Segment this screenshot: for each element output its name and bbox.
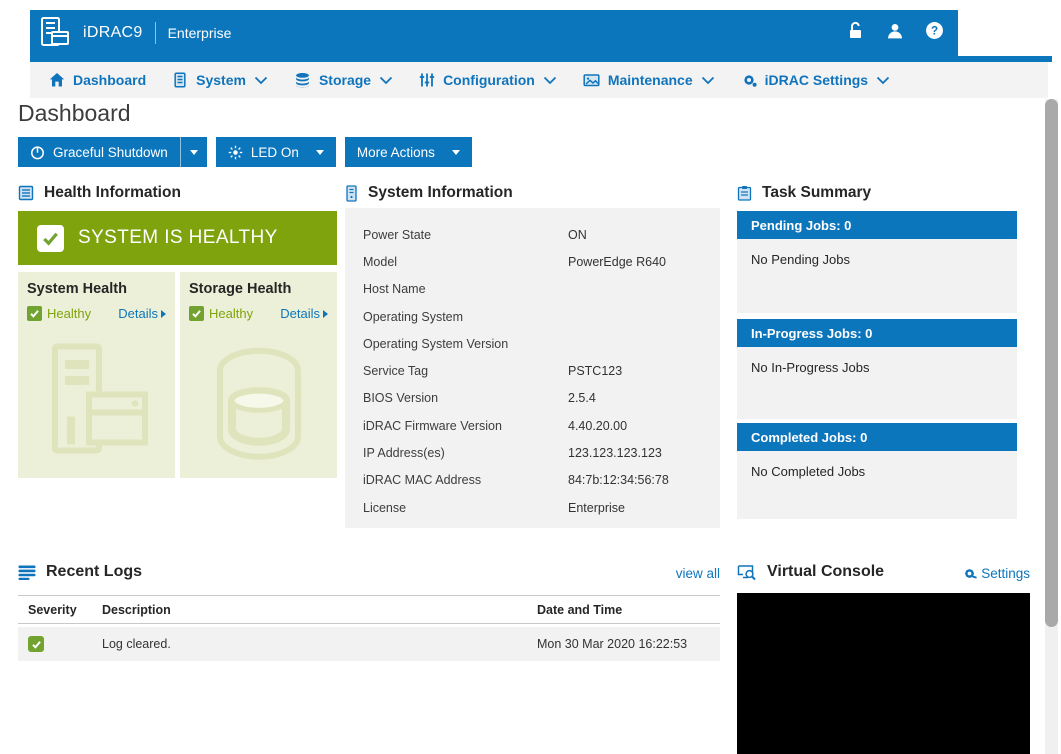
- info-row: Operating System: [363, 309, 464, 324]
- ok-severity-icon: [28, 636, 44, 652]
- gear-icon: [743, 75, 757, 87]
- svg-text:?: ?: [931, 25, 938, 38]
- log-datetime: Mon 30 Mar 2020 16:22:53: [537, 637, 688, 651]
- info-row: Model PowerEdge R640: [363, 254, 666, 269]
- user-icon[interactable]: [886, 22, 904, 45]
- page-title: Dashboard: [18, 100, 131, 126]
- banner-text: SYSTEM IS HEALTHY: [78, 227, 278, 248]
- system-information-panel: Power State ON Model PowerEdge R640 Host…: [345, 208, 720, 528]
- recent-logs-header: Recent Logs: [18, 563, 142, 581]
- arrow-right-icon: [161, 309, 166, 318]
- info-row: iDRAC Firmware Version 4.40.20.00: [363, 418, 628, 433]
- healthy-check-icon: [37, 224, 64, 252]
- chevron-down-icon: [876, 76, 890, 84]
- card-title: System Health: [27, 281, 127, 297]
- completed-jobs-body: No Completed Jobs: [737, 451, 1017, 519]
- in-progress-jobs-body: No In-Progress Jobs: [737, 347, 1017, 419]
- caret-down-icon: [315, 149, 324, 155]
- health-status: Healthy: [47, 306, 92, 321]
- nav-item-configuration[interactable]: Configuration: [406, 72, 570, 88]
- info-row: iDRAC MAC Address 84:7b:12:34:56:78: [363, 473, 669, 488]
- image-icon: [583, 74, 600, 87]
- system-healthy-banner: SYSTEM IS HEALTHY: [18, 211, 337, 265]
- storage-drum-watermark-icon: [200, 343, 318, 470]
- virtual-console-screen[interactable]: [737, 593, 1030, 754]
- server-icon: [174, 72, 186, 88]
- pending-jobs-body: No Pending Jobs: [737, 239, 1017, 313]
- sliders-icon: [419, 73, 435, 87]
- product-name: iDRAC9: [83, 24, 143, 41]
- virtual-console-icon: [737, 564, 756, 580]
- view-all-link[interactable]: view all: [675, 566, 720, 581]
- log-table-row[interactable]: Log cleared. Mon 30 Mar 2020 16:22:53: [18, 627, 720, 661]
- home-icon: [49, 73, 65, 87]
- vertical-scrollbar-thumb[interactable]: [1045, 99, 1058, 627]
- brand-divider: [154, 22, 156, 44]
- main-nav: Dashboard System Storage: [30, 62, 1048, 98]
- info-row: Service Tag PSTC123: [363, 364, 623, 379]
- info-row: Operating System Version: [363, 336, 509, 351]
- graceful-shutdown-dropdown-button[interactable]: [179, 137, 207, 167]
- toolbar: Graceful Shutdown LED On More Actions: [18, 137, 472, 167]
- system-information-header: System Information: [345, 184, 513, 202]
- health-status: Healthy: [209, 306, 254, 321]
- chevron-down-icon: [254, 76, 268, 84]
- pending-jobs-bar: Pending Jobs: 0: [737, 211, 1017, 239]
- log-table-header: Severity Description Date and Time: [18, 595, 720, 624]
- server-tower-watermark-icon: [41, 341, 153, 474]
- info-row: BIOS Version 2.5.4: [363, 391, 596, 406]
- nav-item-system[interactable]: System: [159, 72, 281, 88]
- health-information-header: Health Information: [18, 184, 181, 202]
- settings-gear-icon: [965, 568, 978, 579]
- masthead: iDRAC9 Enterprise ?: [30, 10, 958, 56]
- info-row: Host Name: [363, 282, 426, 297]
- nav-item-dashboard[interactable]: Dashboard: [36, 72, 159, 88]
- led-sun-icon: [228, 145, 243, 159]
- caret-down-icon: [189, 149, 198, 155]
- info-row: Power State ON: [363, 227, 587, 242]
- task-summary-header: Task Summary: [737, 184, 871, 202]
- led-on-button[interactable]: LED On: [215, 137, 336, 167]
- nav-item-maintenance[interactable]: Maintenance: [570, 72, 728, 88]
- health-info-icon: [18, 185, 34, 201]
- storage-health-card: Storage Health Healthy Details: [180, 272, 337, 478]
- masthead-underline: [30, 56, 1052, 62]
- storage-health-details-link[interactable]: Details: [280, 306, 328, 321]
- arrow-right-icon: [323, 309, 328, 318]
- chevron-down-icon: [543, 76, 556, 84]
- more-actions-button[interactable]: More Actions: [344, 137, 472, 167]
- help-icon[interactable]: ?: [925, 21, 944, 45]
- in-progress-jobs-bar: In-Progress Jobs: 0: [737, 319, 1017, 347]
- info-row: IP Address(es) 123.123.123.123: [363, 446, 662, 461]
- nav-item-idrac-settings[interactable]: iDRAC Settings: [728, 72, 903, 88]
- info-row: License Enterprise: [363, 500, 625, 515]
- system-info-icon: [346, 184, 357, 202]
- edition-label: Enterprise: [167, 25, 232, 41]
- caret-down-icon: [451, 149, 460, 155]
- task-summary-icon: [737, 186, 752, 201]
- recent-logs-table: Severity Description Date and Time Log c…: [18, 595, 720, 661]
- system-health-card: System Health Healthy Details: [18, 272, 175, 478]
- chevron-down-icon: [379, 76, 393, 84]
- nav-item-storage[interactable]: Storage: [281, 72, 406, 88]
- power-icon: [31, 145, 44, 159]
- card-title: Storage Health: [189, 281, 292, 297]
- unlock-icon[interactable]: [846, 21, 865, 45]
- recent-logs-icon: [18, 565, 36, 580]
- idrac-logo-icon: [37, 15, 73, 51]
- log-description: Log cleared.: [102, 637, 171, 651]
- healthy-check-icon: [27, 306, 42, 321]
- completed-jobs-bar: Completed Jobs: 0: [737, 423, 1017, 451]
- chevron-down-icon: [701, 76, 714, 84]
- healthy-check-icon: [189, 306, 204, 321]
- virtual-console-settings-link[interactable]: Settings: [962, 566, 1030, 581]
- system-health-details-link[interactable]: Details: [118, 306, 166, 321]
- virtual-console-header: Virtual Console: [737, 563, 884, 581]
- graceful-shutdown-button[interactable]: Graceful Shutdown: [18, 137, 180, 167]
- storage-stack-icon: [296, 73, 309, 88]
